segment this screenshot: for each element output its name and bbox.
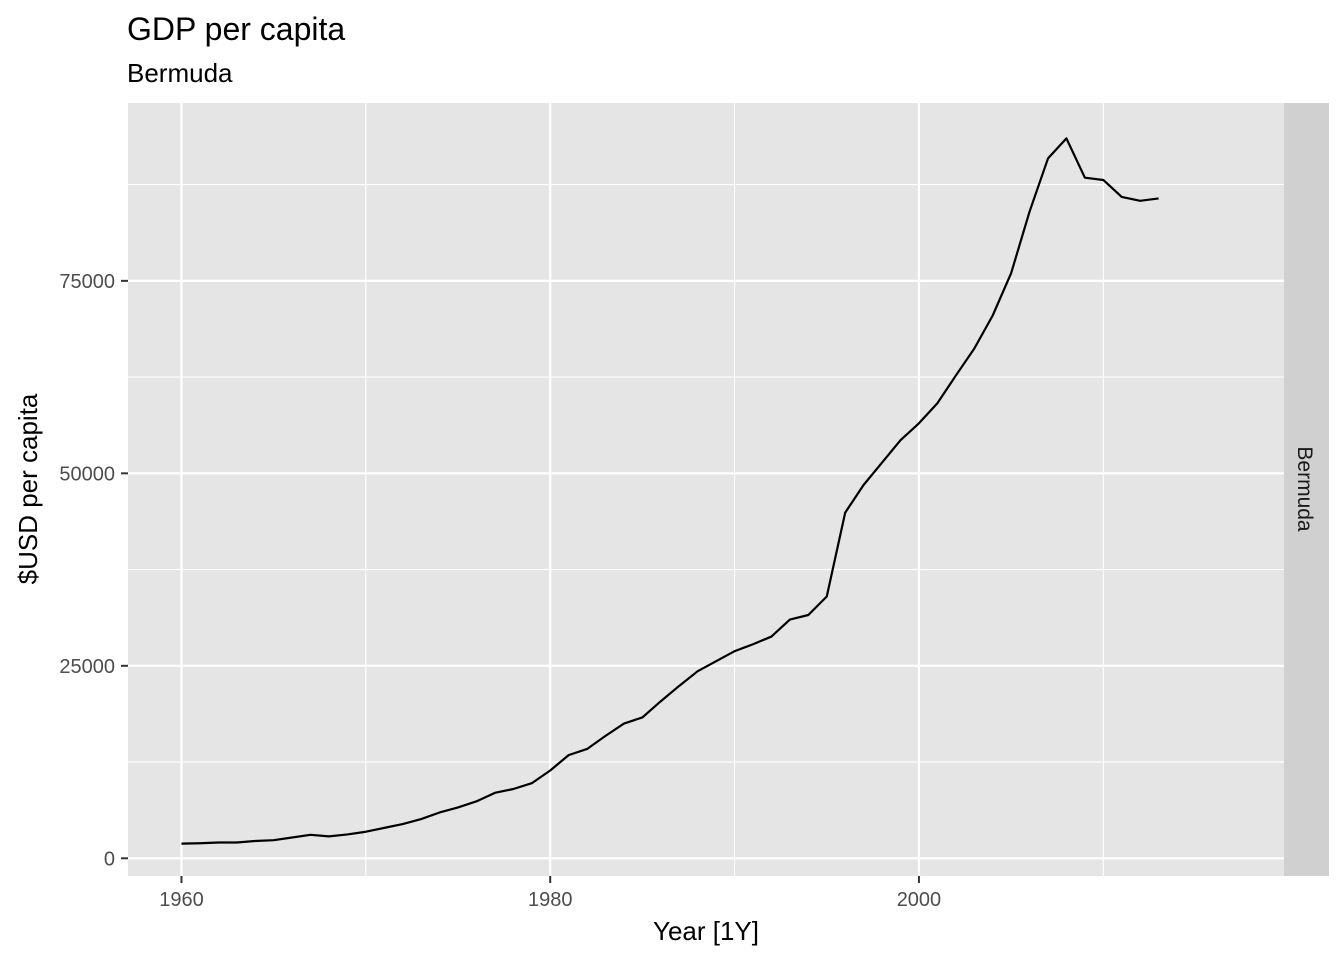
grid-minor bbox=[128, 103, 1284, 876]
x-tick-label: 2000 bbox=[897, 889, 942, 911]
facet-strip bbox=[1284, 103, 1329, 876]
y-axis: 0 25000 50000 75000 bbox=[59, 271, 128, 870]
series-line-gdp bbox=[181, 137, 1159, 845]
x-axis: 1960 1980 2000 bbox=[159, 876, 941, 911]
x-tick-label: 1980 bbox=[528, 889, 573, 911]
y-axis-title: $USD per capita bbox=[13, 393, 43, 584]
plot-panel bbox=[128, 103, 1284, 876]
y-tick-label: 0 bbox=[104, 848, 115, 870]
x-axis-title: Year [1Y] bbox=[653, 916, 759, 946]
y-tick-label: 75000 bbox=[59, 271, 115, 293]
chart-title: GDP per capita bbox=[127, 11, 345, 47]
y-tick-label: 25000 bbox=[59, 656, 115, 678]
x-tick-label: 1960 bbox=[159, 889, 204, 911]
chart-subtitle: Bermuda bbox=[127, 58, 233, 88]
facet-strip-label: Bermuda bbox=[1293, 446, 1316, 532]
y-tick-label: 50000 bbox=[59, 463, 115, 485]
